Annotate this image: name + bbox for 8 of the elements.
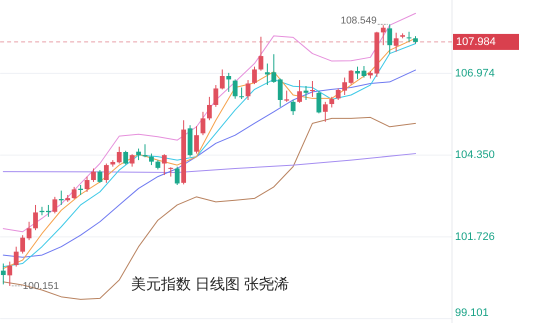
annotation: 100.151 bbox=[22, 280, 60, 292]
y-tick-label: 104.350 bbox=[455, 149, 495, 162]
y-tick-label: 101.726 bbox=[455, 230, 495, 243]
annotation: 108.549 bbox=[340, 15, 378, 26]
text: 美元指数 日线图 张尧浠 bbox=[130, 276, 290, 293]
y-tick-label: 106.974 bbox=[455, 67, 495, 80]
y-tick-label: 99.101 bbox=[455, 306, 489, 319]
ref-line-label: 107.984 bbox=[456, 36, 496, 48]
